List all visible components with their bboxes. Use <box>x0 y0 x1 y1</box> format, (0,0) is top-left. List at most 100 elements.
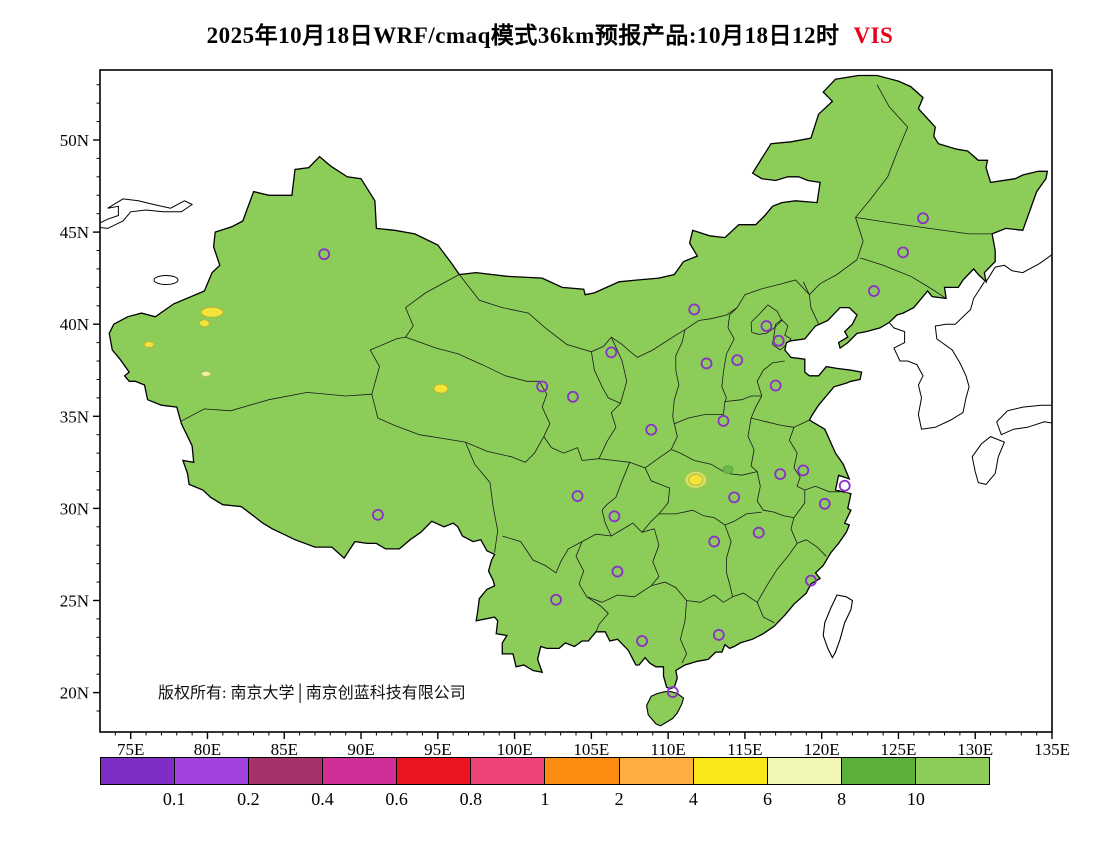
vis-anomaly-patch <box>198 319 210 328</box>
city-marker <box>636 635 648 647</box>
city-marker <box>917 212 929 225</box>
vis-anomaly-patch <box>200 306 224 318</box>
province-boundary <box>658 509 762 526</box>
province-boundary <box>641 467 671 533</box>
copyright-text: 版权所有: 南京大学│南京创蓝科技有限公司 <box>158 685 466 702</box>
province-boundary <box>586 585 652 603</box>
city-marker <box>608 510 621 523</box>
province-boundary <box>674 395 762 425</box>
city-marker <box>611 565 624 578</box>
city-marker <box>708 535 721 548</box>
lat-tick-label: 50N <box>60 131 89 150</box>
japan-coastline <box>971 436 1006 485</box>
province-boundary <box>732 592 758 603</box>
colorbar-tick-label: 10 <box>906 789 925 809</box>
city-marker <box>728 491 741 504</box>
lat-tick-label: 30N <box>60 499 89 518</box>
province-boundary <box>502 535 583 574</box>
city-marker <box>666 686 679 698</box>
lon-tick-label: 100E <box>497 740 533 759</box>
province-boundary <box>756 602 775 623</box>
lat-tick-label: 25N <box>60 591 89 610</box>
colorbar-tick-label: 2 <box>614 789 624 809</box>
vis-anomaly-patch <box>433 383 449 394</box>
colorbar-segment-8 <box>619 758 694 784</box>
colorbar-segment-12 <box>915 758 989 784</box>
colorbar-legend: 0.1 0.2 0.4 0.6 0.8 1 2 4 6 8 10 <box>100 757 990 811</box>
lon-tick-label: 105E <box>573 740 609 759</box>
city-marker <box>536 380 549 393</box>
lat-tick-label: 35N <box>60 407 89 426</box>
province-boundary <box>756 471 795 518</box>
city-marker <box>605 346 618 359</box>
province-boundary <box>750 304 783 335</box>
map-area <box>100 74 1052 727</box>
colorbar-segment-1 <box>101 758 176 784</box>
colorbar-tick-label: 6 <box>763 789 772 809</box>
colorbar-tick-label: 0.1 <box>162 789 186 809</box>
province-boundary <box>788 427 805 491</box>
lon-tick-label: 135E <box>1034 740 1070 759</box>
colorbar-segments <box>100 757 990 785</box>
lake-balkhash-outline <box>100 198 194 229</box>
province-boundary <box>671 449 758 476</box>
lon-tick-label: 80E <box>194 740 221 759</box>
city-marker <box>567 390 579 403</box>
province-boundary <box>586 596 609 632</box>
province-boundary <box>804 485 841 493</box>
city-marker <box>571 490 584 502</box>
province-boundary <box>679 600 688 664</box>
city-marker <box>818 497 831 510</box>
province-boundary <box>672 329 686 424</box>
chart-title-text: 2025年10月18日WRF/cmaq模式36km预报产品:10月18日12时 <box>206 23 840 48</box>
taiwan-island <box>822 594 854 659</box>
city-marker <box>645 423 658 436</box>
colorbar-segment-5 <box>397 758 472 784</box>
province-boundary <box>465 436 545 463</box>
lon-tick-label: 90E <box>347 740 374 759</box>
hainan-island <box>646 691 685 727</box>
province-boundary <box>796 539 827 557</box>
city-marker <box>769 379 782 392</box>
province-boundary <box>756 360 785 397</box>
lat-tick-label: 40N <box>60 315 89 334</box>
colorbar-segment-3 <box>249 758 324 784</box>
city-marker <box>717 415 730 427</box>
vis-anomaly-patch <box>688 473 704 486</box>
province-boundary <box>465 441 499 553</box>
province-boundary <box>772 319 792 351</box>
city-marker <box>760 320 773 332</box>
colorbar-tick-label: 0.6 <box>385 789 408 809</box>
colorbar-tick-label: 1 <box>540 789 550 809</box>
lat-tick-label: 45N <box>60 223 89 242</box>
city-marker <box>797 464 810 477</box>
city-marker <box>731 354 744 367</box>
province-boundary <box>650 528 660 587</box>
chart-title: 2025年10月18日WRF/cmaq模式36km预报产品:10月18日12时 V… <box>0 16 1100 50</box>
chart-title-variable: VIS <box>853 23 894 48</box>
city-marker <box>867 285 880 297</box>
vis-anomaly-patch <box>200 370 211 377</box>
colorbar-segment-4 <box>323 758 398 784</box>
colorbar-segment-7 <box>545 758 620 784</box>
province-boundary <box>591 351 621 404</box>
china-mainland <box>108 74 1049 690</box>
japan-coastline <box>996 404 1052 436</box>
province-boundary <box>551 447 600 461</box>
province-boundary <box>747 418 758 472</box>
province-boundary <box>458 84 909 358</box>
city-marker <box>805 574 817 587</box>
city-marker <box>772 334 785 347</box>
lon-tick-label: 110E <box>651 740 686 759</box>
province-boundaries <box>143 84 994 664</box>
province-boundary <box>371 394 466 443</box>
city-marker <box>897 246 909 259</box>
colorbar-segment-6 <box>471 758 546 784</box>
colorbar-segment-2 <box>175 758 250 784</box>
vis-anomaly-patch <box>143 341 155 348</box>
province-boundary <box>179 391 372 423</box>
province-boundary <box>756 543 798 603</box>
colorbar-tick-label: 8 <box>837 789 847 809</box>
lon-tick-label: 115E <box>727 740 762 759</box>
